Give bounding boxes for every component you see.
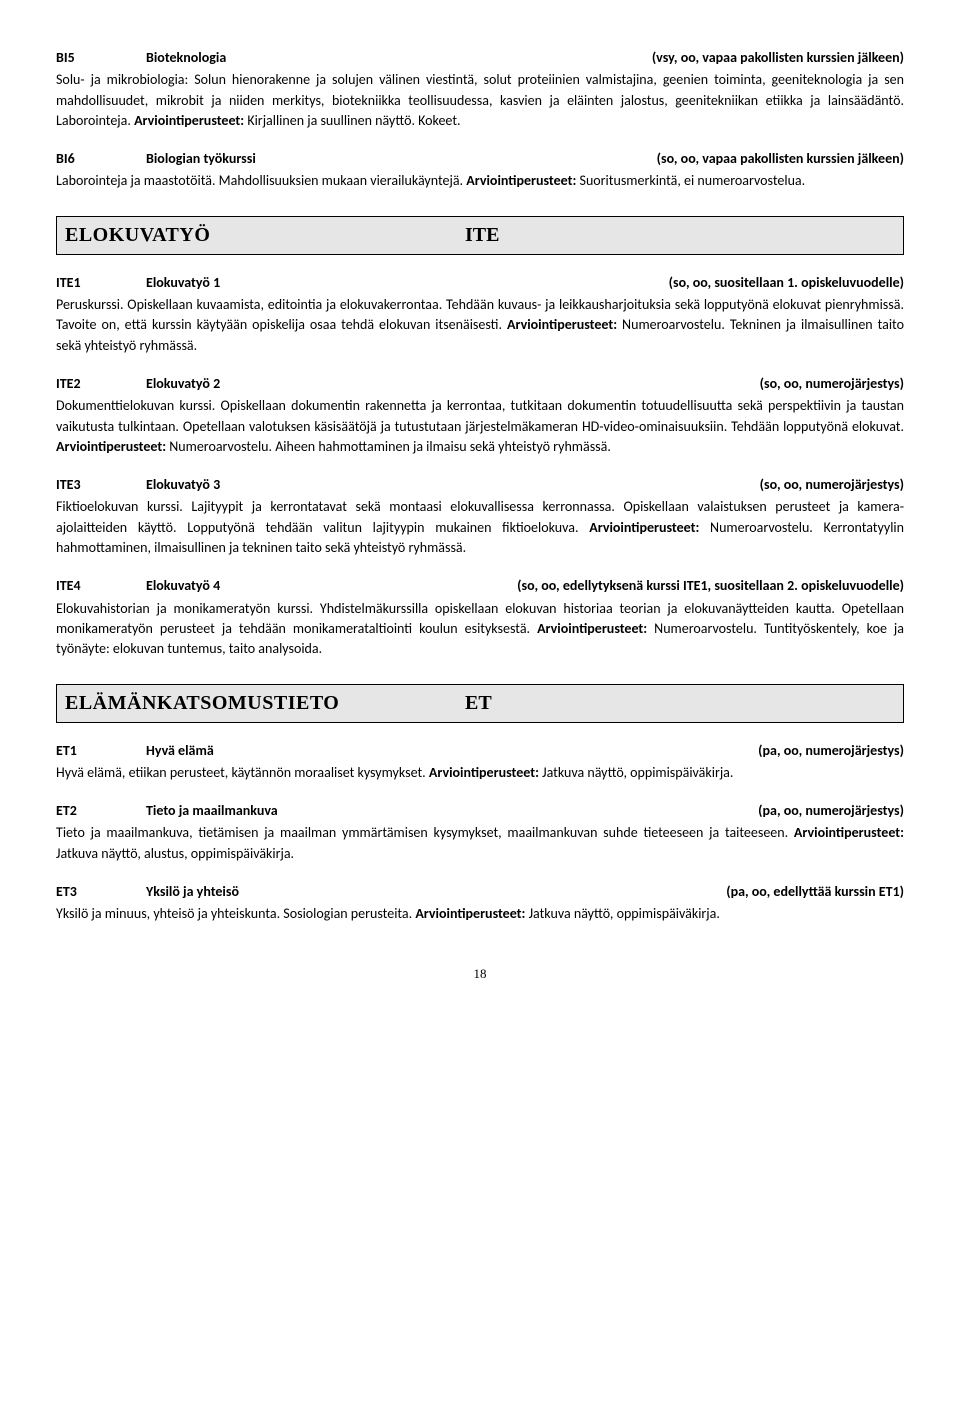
course-title: Elokuvatyö 1	[146, 273, 220, 293]
course-description: Elokuvahistorian ja monikameratyön kurss…	[56, 599, 904, 660]
course-entry: ITE3Elokuvatyö 3 (so, oo, numerojärjestys…	[56, 475, 904, 558]
assessment-label: Arviointiperusteet:	[507, 316, 617, 333]
section-name: ELOKUVATYÖ	[65, 221, 465, 250]
section-abbr: ET	[465, 689, 492, 718]
course-heading: ITE1Elokuvatyö 1 (so, oo, suositellaan 1.…	[56, 273, 904, 293]
course-description: Dokumenttielokuvan kurssi. Opiskellaan d…	[56, 396, 904, 457]
course-heading: ET1Hyvä elämä (pa, oo, numerojärjestys)	[56, 741, 904, 761]
course-meta: (so, oo, numerojärjestys)	[760, 475, 904, 495]
course-description: Tieto ja maailmankuva, tietämisen ja maa…	[56, 823, 904, 864]
course-title: Elokuvatyö 3	[146, 475, 220, 495]
course-description: Hyvä elämä, etiikan perusteet, käytännön…	[56, 763, 904, 783]
course-entry: ITE4Elokuvatyö 4 (so, oo, edellytyksenä k…	[56, 576, 904, 659]
section-abbr: ITE	[465, 221, 499, 250]
assessment-label: Arviointiperusteet:	[134, 112, 244, 129]
course-description: Yksilö ja minuus, yhteisö ja yhteiskunta…	[56, 904, 904, 924]
course-entry: ITE1Elokuvatyö 1 (so, oo, suositellaan 1.…	[56, 273, 904, 356]
assessment-text: Kirjallinen ja suullinen näyttö. Kokeet.	[244, 112, 460, 129]
course-code: ITE2	[56, 374, 146, 394]
assessment-text: Jatkuva näyttö, oppimispäiväkirja.	[525, 905, 720, 922]
course-body-text: Hyvä elämä, etiikan perusteet, käytännön…	[56, 764, 429, 781]
course-code: ET1	[56, 741, 146, 761]
assessment-label: Arviointiperusteet:	[466, 172, 576, 189]
course-code: ITE4	[56, 576, 146, 596]
course-heading: BI5Bioteknologia (vsy, oo, vapaa pakollis…	[56, 48, 904, 68]
course-body-text: Dokumenttielokuvan kurssi. Opiskellaan d…	[56, 397, 904, 434]
course-description: Fiktioelokuvan kurssi. Lajityypit ja ker…	[56, 497, 904, 558]
course-meta: (pa, oo, edellyttää kurssin ET1)	[726, 882, 904, 902]
course-heading: ITE3Elokuvatyö 3 (so, oo, numerojärjestys…	[56, 475, 904, 495]
course-code: ITE3	[56, 475, 146, 495]
assessment-label: Arviointiperusteet:	[589, 519, 699, 536]
assessment-label: Arviointiperusteet:	[537, 620, 647, 637]
course-body-text: Yksilö ja minuus, yhteisö ja yhteiskunta…	[56, 905, 415, 922]
course-heading: ET2Tieto ja maailmankuva (pa, oo, numeroj…	[56, 801, 904, 821]
course-code: ET3	[56, 882, 146, 902]
assessment-text: Jatkuva näyttö, alustus, oppimispäiväkir…	[56, 845, 294, 862]
course-code: ITE1	[56, 273, 146, 293]
course-meta: (vsy, oo, vapaa pakollisten kurssien jäl…	[652, 48, 904, 68]
course-meta: (pa, oo, numerojärjestys)	[758, 741, 904, 761]
assessment-label: Arviointiperusteet:	[429, 764, 539, 781]
page-number: 18	[56, 965, 904, 984]
course-code: BI6	[56, 149, 146, 169]
assessment-label: Arviointiperusteet:	[794, 824, 904, 841]
course-title: Elokuvatyö 4	[146, 576, 220, 596]
course-heading: ET3Yksilö ja yhteisö (pa, oo, edellyttää …	[56, 882, 904, 902]
assessment-text: Numeroarvostelu. Aiheen hahmottaminen ja…	[166, 438, 611, 455]
course-heading: ITE2Elokuvatyö 2 (so, oo, numerojärjestys…	[56, 374, 904, 394]
course-title: Yksilö ja yhteisö	[146, 882, 239, 902]
course-heading: BI6Biologian työkurssi (so, oo, vapaa pak…	[56, 149, 904, 169]
course-entry: BI6Biologian työkurssi (so, oo, vapaa pak…	[56, 149, 904, 192]
course-meta: (so, oo, edellytyksenä kurssi ITE1, suos…	[517, 576, 904, 596]
course-title: Bioteknologia	[146, 48, 226, 68]
course-entry: ET1Hyvä elämä (pa, oo, numerojärjestys) Hy…	[56, 741, 904, 784]
section-header-et: ELÄMÄNKATSOMUSTIETO ET	[56, 684, 904, 723]
course-code: ET2	[56, 801, 146, 821]
course-title: Biologian työkurssi	[146, 149, 256, 169]
course-title: Tieto ja maailmankuva	[146, 801, 278, 821]
assessment-text: Jatkuva näyttö, oppimispäiväkirja.	[539, 764, 734, 781]
section-name: ELÄMÄNKATSOMUSTIETO	[65, 689, 465, 718]
course-meta: (so, oo, vapaa pakollisten kurssien jälk…	[657, 149, 904, 169]
course-description: Peruskurssi. Opiskellaan kuvaamista, edi…	[56, 295, 904, 356]
course-body-text: Tieto ja maailmankuva, tietämisen ja maa…	[56, 824, 794, 841]
course-description: Laborointeja ja maastotöitä. Mahdollisuu…	[56, 171, 904, 191]
course-meta: (so, oo, suositellaan 1. opiskeluvuodell…	[669, 273, 904, 293]
course-heading: ITE4Elokuvatyö 4 (so, oo, edellytyksenä k…	[56, 576, 904, 596]
course-title: Elokuvatyö 2	[146, 374, 220, 394]
course-entry: ET2Tieto ja maailmankuva (pa, oo, numeroj…	[56, 801, 904, 864]
course-entry: BI5Bioteknologia (vsy, oo, vapaa pakollis…	[56, 48, 904, 131]
section-header-ite: ELOKUVATYÖ ITE	[56, 216, 904, 255]
course-body-text: Laborointeja ja maastotöitä. Mahdollisuu…	[56, 172, 466, 189]
course-meta: (so, oo, numerojärjestys)	[760, 374, 904, 394]
course-entry: ET3Yksilö ja yhteisö (pa, oo, edellyttää …	[56, 882, 904, 925]
course-code: BI5	[56, 48, 146, 68]
assessment-text: Suoritusmerkintä, ei numeroarvostelua.	[576, 172, 805, 189]
course-meta: (pa, oo, numerojärjestys)	[758, 801, 904, 821]
course-description: Solu- ja mikrobiologia: Solun hienoraken…	[56, 70, 904, 131]
course-entry: ITE2Elokuvatyö 2 (so, oo, numerojärjestys…	[56, 374, 904, 457]
assessment-label: Arviointiperusteet:	[415, 905, 525, 922]
course-title: Hyvä elämä	[146, 741, 214, 761]
assessment-label: Arviointiperusteet:	[56, 438, 166, 455]
